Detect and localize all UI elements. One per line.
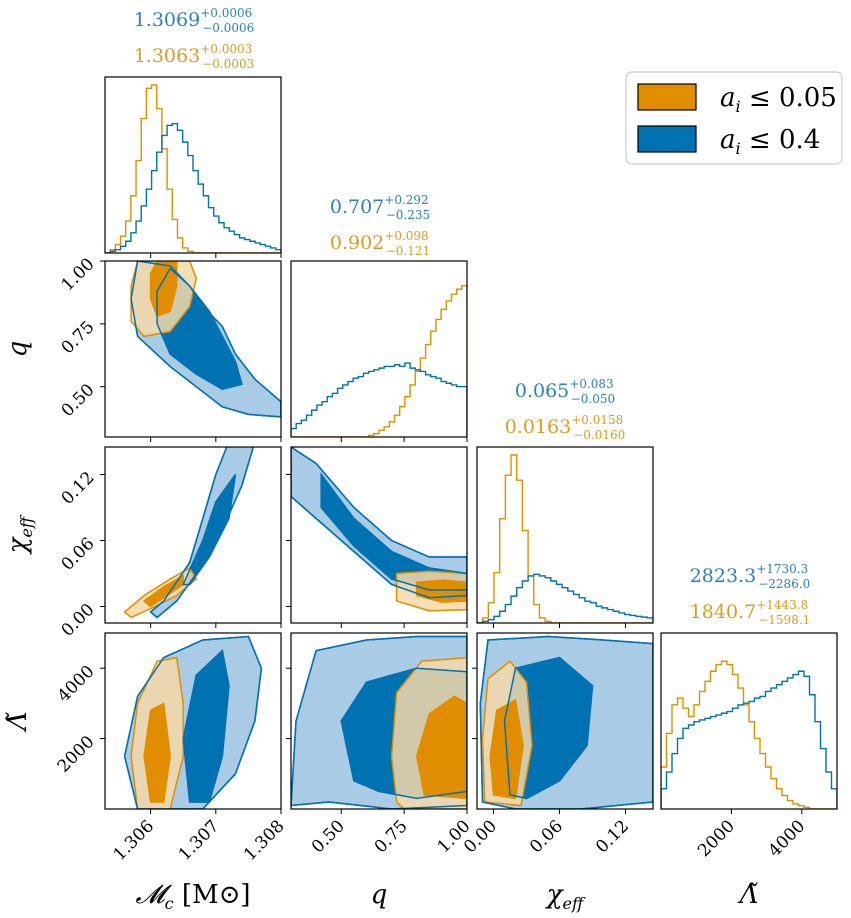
legend-swatch-orange bbox=[637, 83, 697, 111]
blue-90-outline bbox=[123, 635, 263, 809]
contour-chi-vs-q bbox=[291, 447, 467, 612]
panel-frame-q-mc bbox=[104, 260, 282, 438]
stat-orange-mc: 1.3063+0.0003 −0.0003 bbox=[134, 42, 255, 71]
ytick-label-chi: 0.00 bbox=[58, 600, 99, 641]
contour-q-vs-mc bbox=[130, 261, 281, 418]
panel-frame-chi-mc bbox=[104, 446, 282, 624]
hist-orange-chi bbox=[477, 454, 653, 623]
ytick-label-q: 0.75 bbox=[58, 317, 99, 358]
stat-blue-lam: 2823.3+1730.3 −2286.0 bbox=[690, 562, 811, 591]
blue-50-outline bbox=[182, 474, 237, 586]
legend-label-blue: ai ≤ 0.4 bbox=[720, 125, 820, 158]
ylabel-chi: χeff bbox=[3, 514, 36, 555]
hist-orange-mc bbox=[105, 84, 281, 253]
panel-frame-lam-mc bbox=[104, 632, 282, 810]
xtick-label-lam: 4000 bbox=[765, 816, 810, 861]
xtick-label-q: 0.50 bbox=[308, 816, 349, 857]
blue-50-outline bbox=[503, 656, 594, 800]
panel-frame-chi-q bbox=[290, 446, 468, 624]
contour-chi-vs-mc bbox=[123, 447, 255, 619]
hist-blue-chi bbox=[477, 573, 653, 623]
contour-lam-vs-chi bbox=[479, 635, 653, 809]
ytick-label-lam: 4000 bbox=[54, 662, 99, 707]
ytick-label-chi: 0.06 bbox=[58, 534, 99, 575]
xtick-label-mc: 1.306 bbox=[110, 816, 159, 865]
stat-orange-chi: 0.0163+0.0158 −0.0160 bbox=[505, 413, 626, 442]
blue-90-outline bbox=[291, 447, 467, 599]
histogram-q bbox=[291, 285, 467, 437]
orange-50-region bbox=[143, 702, 171, 803]
histogram-lam bbox=[661, 660, 837, 809]
xlabel-chi: χeff bbox=[545, 880, 586, 913]
panel-frame-chi-chi bbox=[476, 446, 654, 624]
legend: ai ≤ 0.05 ai ≤ 0.4 bbox=[625, 71, 843, 165]
blue-90-outline bbox=[479, 635, 653, 809]
contour-lam-vs-q bbox=[291, 635, 467, 809]
stat-blue-q: 0.707+0.292 −0.235 bbox=[330, 193, 430, 222]
hist-orange-lam bbox=[661, 660, 837, 809]
xlabel-lam: Λ̃ bbox=[738, 880, 759, 910]
xtick-label-mc: 1.308 bbox=[240, 816, 289, 865]
ylabel-lam: Λ̃ bbox=[3, 712, 33, 733]
blue-50-outline bbox=[320, 472, 467, 591]
panel-frame-lam-chi bbox=[476, 632, 654, 810]
panel-frame-lam-q bbox=[290, 632, 468, 810]
xtick-label-chi: 0.06 bbox=[526, 816, 567, 857]
ytick-label-chi: 0.12 bbox=[58, 468, 99, 509]
ytick-label-q: 0.50 bbox=[58, 380, 99, 421]
xlabel-mc: 𝓜c [M⊙] bbox=[135, 880, 250, 913]
orange-50-region bbox=[415, 695, 467, 800]
histogram-mc bbox=[105, 84, 281, 253]
stat-orange-lam: 1840.7+1443.8 −1598.1 bbox=[690, 598, 811, 627]
panel-frame-q-q bbox=[290, 260, 468, 438]
stat-blue-chi: 0.065+0.083 −0.050 bbox=[515, 377, 615, 406]
blue-50-outline bbox=[156, 267, 243, 391]
panel-frame-mc-mc bbox=[104, 76, 282, 254]
xlabel-q: q bbox=[371, 880, 388, 910]
legend-swatch-blue bbox=[637, 125, 697, 153]
stat-orange-q: 0.902+0.098 −0.121 bbox=[330, 229, 430, 258]
hist-orange-q bbox=[291, 285, 467, 437]
blue-90-outline bbox=[149, 447, 255, 619]
histogram-chi bbox=[477, 454, 653, 623]
blue-90-outline bbox=[291, 635, 467, 809]
xtick-label-mc: 1.307 bbox=[175, 816, 224, 865]
legend-label-orange: ai ≤ 0.05 bbox=[720, 83, 837, 116]
hist-blue-q bbox=[291, 362, 467, 437]
hist-blue-mc bbox=[105, 122, 281, 253]
xtick-label-lam: 2000 bbox=[694, 816, 739, 861]
ytick-label-q: 1.00 bbox=[58, 254, 99, 295]
blue-50-outline bbox=[182, 649, 230, 803]
hist-blue-lam bbox=[661, 670, 837, 809]
panel-frame-lam-lam bbox=[660, 632, 838, 810]
blue-90-outline bbox=[130, 261, 281, 418]
stat-blue-mc: 1.3069+0.0006 −0.0006 bbox=[134, 6, 255, 35]
contour-lam-vs-mc bbox=[123, 635, 263, 809]
blue-50-outline bbox=[340, 667, 467, 800]
ytick-label-lam: 2000 bbox=[54, 732, 99, 777]
xtick-label-chi: 0.12 bbox=[592, 816, 633, 857]
xtick-label-q: 0.75 bbox=[371, 816, 412, 857]
ylabel-q: q bbox=[3, 341, 33, 358]
